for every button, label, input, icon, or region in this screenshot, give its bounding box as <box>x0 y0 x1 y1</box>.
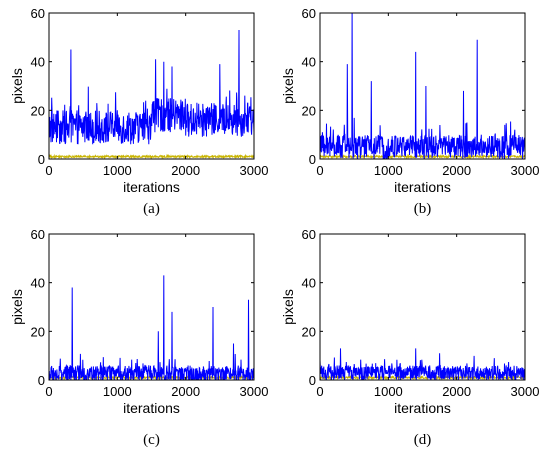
y-tick-label: 40 <box>31 276 45 291</box>
y-tick-label: 0 <box>309 373 316 388</box>
y-tick-label: 40 <box>302 55 316 70</box>
series-base-line <box>320 374 525 380</box>
x-tick-label: 1000 <box>374 163 403 178</box>
y-tick-label: 60 <box>302 6 316 21</box>
x-axis-label: iterations <box>123 400 180 416</box>
y-tick-label: 0 <box>38 152 45 167</box>
x-tick-label: 2000 <box>442 163 471 178</box>
y-axis-label: pixels <box>280 289 296 325</box>
axes-frame <box>48 233 255 381</box>
y-tick-label: 60 <box>31 227 45 242</box>
series-line <box>320 13 525 159</box>
y-tick-label: 60 <box>31 6 45 21</box>
y-tick-label: 40 <box>31 55 45 70</box>
y-axis-label: pixels <box>280 68 296 104</box>
axes-frame <box>48 12 255 160</box>
panel-caption: (a) <box>143 201 160 217</box>
series-base-line <box>320 153 525 159</box>
y-tick-label: 20 <box>31 324 45 339</box>
panel-caption: (b) <box>414 201 432 217</box>
y-tick-label: 60 <box>302 227 316 242</box>
x-tick-label: 3000 <box>240 384 269 399</box>
panel-b: 0 1000 2000 3000 0 20 40 60 iterations pixels (b) <box>280 6 539 217</box>
x-tick-label: 1000 <box>103 163 132 178</box>
x-tick-label: 2000 <box>442 384 471 399</box>
panel-caption: (d) <box>414 432 432 448</box>
x-tick-label: 2000 <box>171 384 200 399</box>
axes-frame <box>319 12 526 160</box>
panel-d: 0 1000 2000 3000 0 20 40 60 iterations pixels (d) <box>280 227 539 448</box>
series-base-line <box>49 153 254 159</box>
y-tick-label: 20 <box>302 103 316 118</box>
x-tick-label: 1000 <box>374 384 403 399</box>
y-tick-label: 0 <box>38 373 45 388</box>
y-axis-label: pixels <box>9 289 25 325</box>
x-tick-label: 1000 <box>103 384 132 399</box>
y-tick-label: 20 <box>302 324 316 339</box>
x-tick-label: 3000 <box>511 384 540 399</box>
series-line <box>49 29 254 145</box>
x-axis-label: iterations <box>394 400 451 416</box>
x-tick-label: 3000 <box>240 163 269 178</box>
x-tick-label: 3000 <box>511 163 540 178</box>
y-tick-label: 0 <box>309 152 316 167</box>
x-tick-label: 0 <box>316 384 323 399</box>
series-line <box>49 275 254 380</box>
panel-caption: (c) <box>143 432 160 448</box>
panel-a: 0 1000 2000 3000 0 20 40 60 iterations pixels (a) <box>9 6 268 217</box>
axes-frame <box>319 233 526 381</box>
y-axis-label: pixels <box>9 68 25 104</box>
series-line <box>320 348 525 380</box>
panel-c: 0 1000 2000 3000 0 20 40 60 iterations pixels (c) <box>9 227 268 448</box>
y-tick-label: 20 <box>31 103 45 118</box>
x-tick-label: 2000 <box>171 163 200 178</box>
x-tick-label: 0 <box>45 384 52 399</box>
x-tick-label: 0 <box>316 163 323 178</box>
y-tick-label: 40 <box>302 276 316 291</box>
x-axis-label: iterations <box>123 179 180 195</box>
x-tick-label: 0 <box>45 163 52 178</box>
x-axis-label: iterations <box>394 179 451 195</box>
